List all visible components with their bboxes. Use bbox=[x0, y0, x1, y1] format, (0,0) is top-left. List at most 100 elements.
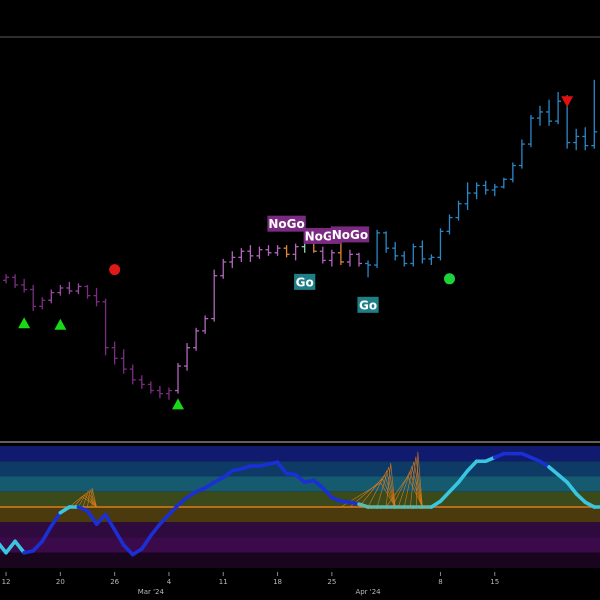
ohlc-bar bbox=[292, 243, 299, 261]
ohlc-bar bbox=[193, 327, 200, 351]
ohlc-bar bbox=[392, 242, 399, 261]
tag-label: Go bbox=[359, 298, 377, 312]
ohlc-bar bbox=[57, 284, 64, 296]
oscillator-band bbox=[0, 522, 600, 538]
ohlc-bar bbox=[238, 248, 245, 262]
ohlc-bar bbox=[220, 258, 227, 279]
ohlc-bar bbox=[39, 297, 46, 310]
spike-wire bbox=[403, 461, 423, 508]
tag-box bbox=[294, 273, 316, 290]
ohlc-bar bbox=[211, 269, 218, 322]
x-tick-label: 8 bbox=[438, 578, 442, 586]
spike-wire bbox=[376, 467, 396, 508]
ohlc-bar bbox=[247, 245, 254, 262]
spike-wire bbox=[91, 487, 97, 508]
x-tick-label: 15 bbox=[490, 578, 499, 586]
oscillator-segment bbox=[167, 503, 180, 517]
oscillator-spike bbox=[385, 451, 423, 508]
ohlc-bar bbox=[328, 249, 335, 267]
oscillator-bands bbox=[0, 446, 600, 568]
ohlc-bar bbox=[147, 381, 154, 394]
ohlc-bar bbox=[446, 214, 453, 235]
ohlc-bar bbox=[509, 162, 516, 183]
ohlc-bar bbox=[93, 287, 100, 307]
oscillator-segment bbox=[176, 495, 189, 507]
ohlc-bar bbox=[111, 341, 118, 365]
spike-wire bbox=[367, 470, 396, 508]
tag-box bbox=[330, 226, 370, 243]
ohlc-bar bbox=[75, 283, 82, 295]
spike-wire bbox=[415, 451, 423, 508]
oscillator-spike bbox=[340, 463, 396, 508]
ohlc-bar bbox=[518, 139, 525, 169]
ohlc-bar bbox=[265, 245, 272, 256]
oscillator-segment bbox=[40, 524, 54, 544]
spike-wire bbox=[82, 490, 97, 508]
oscillator-segment bbox=[456, 468, 470, 485]
ohlc-bar bbox=[138, 375, 145, 390]
oscillator-segment bbox=[574, 491, 588, 505]
x-tick-label: 11 bbox=[219, 578, 228, 586]
tag-box bbox=[267, 215, 306, 232]
x-tick-label: 25 bbox=[327, 578, 336, 586]
oscillator-segment bbox=[121, 543, 135, 557]
ohlc-bar bbox=[229, 251, 236, 269]
ohlc-bar bbox=[21, 278, 28, 293]
ohlc-bar bbox=[102, 298, 109, 356]
ohlc-bar bbox=[202, 315, 209, 334]
ohlc-bar bbox=[491, 183, 498, 197]
tag-label: NoGo bbox=[268, 217, 304, 231]
oscillator-segment bbox=[0, 542, 8, 555]
nogo-tag: NoGo bbox=[330, 226, 370, 243]
oscillator-band bbox=[0, 507, 600, 523]
ohlc-bar bbox=[582, 127, 589, 151]
ohlc-bar bbox=[319, 246, 326, 264]
ohlc-bar bbox=[12, 274, 19, 288]
oscillator-segment bbox=[49, 510, 63, 528]
ohlc-bar bbox=[591, 79, 598, 149]
ohlc-bar bbox=[401, 251, 408, 267]
signal-dot-icon bbox=[109, 264, 121, 276]
oscillator-segment bbox=[140, 533, 153, 551]
oscillator-segment bbox=[556, 472, 569, 485]
oscillator-segment bbox=[221, 468, 235, 480]
spike-wire bbox=[87, 489, 97, 508]
ohlc-bar bbox=[175, 362, 181, 394]
ohlc-bar bbox=[356, 252, 362, 267]
price-bars bbox=[3, 79, 598, 400]
ohlc-bar bbox=[537, 105, 543, 126]
oscillator-band bbox=[0, 552, 600, 568]
ohlc-bar bbox=[274, 245, 281, 256]
spike-wire bbox=[397, 465, 423, 508]
ohlc-bar bbox=[546, 99, 553, 126]
ohlc-bar bbox=[573, 128, 580, 151]
ohlc-bar bbox=[66, 281, 73, 295]
x-axis: 12 20 26 4 11 18 25 8 15 Mar '24 Apr '24 bbox=[2, 572, 499, 596]
ohlc-bar bbox=[428, 254, 435, 266]
spike-wire bbox=[409, 456, 423, 508]
oscillator-segment bbox=[94, 512, 108, 526]
ohlc-bar bbox=[184, 343, 191, 371]
ohlc-bar bbox=[374, 229, 381, 269]
x-tick-label: 18 bbox=[273, 578, 282, 586]
x-tick-label: 12 bbox=[2, 578, 11, 586]
oscillator-segment bbox=[4, 539, 17, 555]
oscillator-segment bbox=[112, 528, 126, 547]
oscillator-line bbox=[0, 451, 600, 557]
x-month-label: Apr '24 bbox=[355, 588, 381, 596]
oscillator-band bbox=[0, 491, 600, 507]
oscillator-segment bbox=[447, 480, 461, 494]
ohlc-bar bbox=[464, 182, 471, 210]
oscillator-band bbox=[0, 537, 600, 553]
ohlc-bar bbox=[129, 364, 136, 385]
tag-label: NoGo bbox=[332, 228, 368, 242]
ohlc-bar bbox=[419, 240, 426, 264]
ohlc-bar bbox=[256, 246, 263, 259]
oscillator-band bbox=[0, 446, 600, 462]
oscillator-segment bbox=[465, 459, 479, 473]
go-tag: Go bbox=[294, 273, 316, 290]
ohlc-bar bbox=[165, 387, 172, 400]
oscillator-spikes bbox=[69, 451, 423, 508]
